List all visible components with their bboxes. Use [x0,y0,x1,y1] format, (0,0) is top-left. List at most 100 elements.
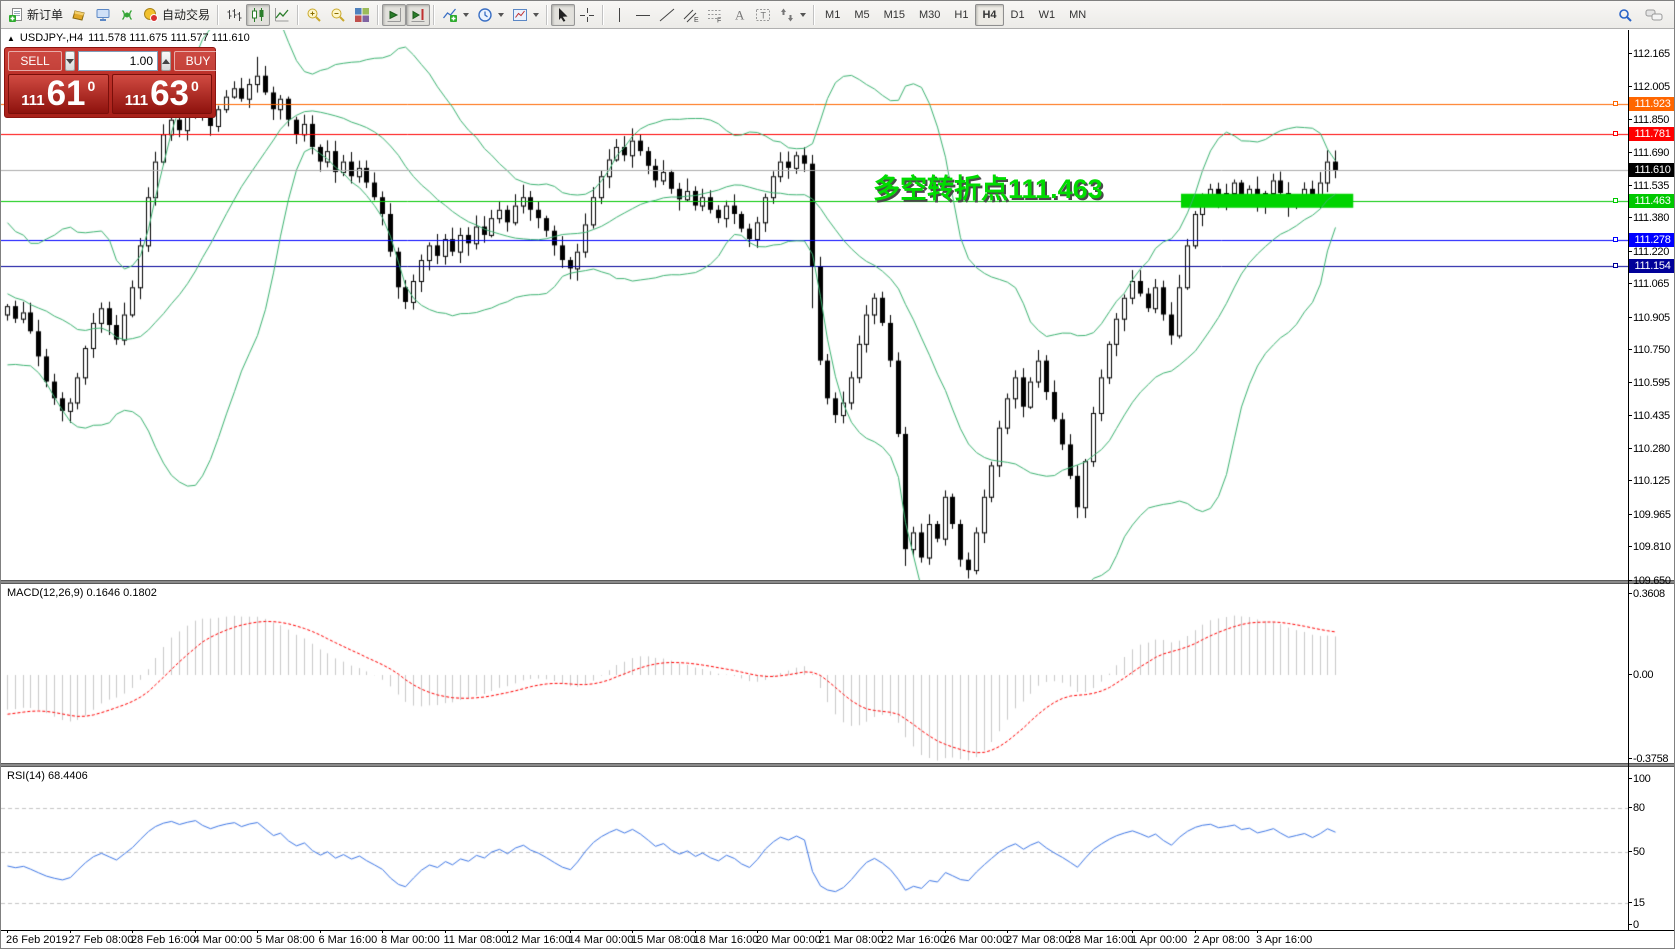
arrows-icon [779,7,795,23]
label-icon: T [755,7,771,23]
trendline-button[interactable] [655,4,679,26]
price-tick-label: 110.125 [1628,475,1674,487]
toolbar-separator [377,4,380,25]
autotrade-button[interactable]: 自动交易 [139,4,214,26]
buy-button[interactable]: BUY [174,51,222,71]
trendline-icon [659,7,675,23]
timeframe-m5-button[interactable]: M5 [854,8,870,21]
tile-windows-button[interactable] [350,4,374,26]
search-icon[interactable] [1617,7,1633,23]
chat-icon[interactable] [1645,7,1663,23]
cursor-button[interactable] [551,3,576,26]
line-anchor-handle[interactable] [1613,131,1618,137]
chevron-down-icon [533,12,540,17]
time-axis-tick [694,930,696,933]
chevron-down-icon [463,12,470,17]
collapse-arrow-icon[interactable]: ▲ [7,33,15,43]
timeframe-m1-button[interactable]: M1 [825,8,841,21]
autotrade-icon [143,7,159,23]
text-button[interactable]: A [727,4,751,26]
timeframe-m30-button[interactable]: M30 [919,8,941,21]
time-axis [1,930,1674,948]
templates-button[interactable] [508,4,543,26]
price-tick-label: 111.065 [1628,278,1674,290]
time-axis-label: 6 Mar 16:00 [318,934,378,946]
time-axis-tick [1257,930,1258,933]
buy-price-point: 0 [191,78,199,94]
auto-scroll-button[interactable] [382,3,407,26]
new-order-button[interactable]: 新订单 [4,4,67,26]
arrows-button[interactable] [775,4,810,26]
time-axis-label: 3 Apr 16:00 [1256,934,1313,946]
pane-divider[interactable] [1,763,1674,767]
tile-icon [354,7,370,23]
svg-text:T: T [761,10,767,20]
sell-button[interactable]: SELL [8,51,62,71]
volume-input[interactable] [78,51,158,71]
indicators-button[interactable] [438,4,473,26]
ohlc-values: 111.578 111.675 111.577 111.610 [88,32,250,44]
macd-tick-label: 0.00 [1628,669,1674,681]
terminal-button[interactable] [91,4,115,26]
main-chart-canvas[interactable] [1,30,1628,581]
time-axis-label: 28 Feb 16:00 [131,934,196,946]
horizontal-line-button[interactable] [631,4,655,26]
periods-button[interactable] [473,4,508,26]
macd-tick-label: -0.3758 [1628,753,1674,765]
fibo-icon: F [707,7,723,23]
chart-shift-button[interactable] [406,3,431,26]
time-axis-label: 22 Mar 16:00 [881,934,946,946]
svg-text:E: E [694,17,699,23]
one-click-trading-panel: SELL BUY 111 61 0 111 63 0 [4,47,222,118]
buy-price-bigfigure: 111 [124,92,149,109]
chart-shift-icon [410,7,426,23]
crosshair-button[interactable] [575,4,599,26]
price-tick-label: 111.535 [1628,180,1674,192]
line-chart-button[interactable] [270,4,294,26]
zoom-in-button[interactable] [302,4,326,26]
sell-price-box[interactable]: 111 61 0 [8,74,109,114]
price-tick-label: 110.435 [1628,410,1674,422]
time-axis-label: 18 Mar 16:00 [693,934,759,946]
line-anchor-handle[interactable] [1613,197,1618,203]
rsi-pane-canvas[interactable] [1,767,1628,930]
macd-pane-canvas[interactable] [1,584,1628,764]
chart-ohlc-header: ▲ USDJPY-,H4 111.578 111.675 111.577 111… [7,32,250,44]
time-axis-label: 14 Mar 00:00 [568,934,634,946]
fibonacci-button[interactable]: F [703,4,727,26]
price-tick-label: 109.810 [1628,541,1674,553]
pane-divider[interactable] [1,580,1674,584]
zoom-out-button[interactable] [326,4,350,26]
indicators-icon [442,7,458,23]
vertical-line-button[interactable] [607,4,631,26]
toolbar-separator [546,4,549,25]
spin-down-icon [66,58,74,64]
volume-decrease-button[interactable] [65,51,75,71]
time-axis-label: 27 Feb 08:00 [68,934,134,946]
timeframe-m15-button[interactable]: M15 [883,8,905,21]
timeframe-d1-button[interactable]: D1 [1010,8,1025,21]
price-tick-label: 109.965 [1628,509,1674,521]
channel-button[interactable]: E [679,4,703,26]
timeframe-h1-button[interactable]: H1 [954,8,969,21]
line-anchor-handle[interactable] [1613,262,1618,268]
timeframe-mn-button[interactable]: MN [1069,8,1087,21]
time-axis-label: 26 Feb 2019 [6,934,68,946]
signals-button[interactable] [115,4,139,26]
line-anchor-handle[interactable] [1613,101,1618,107]
timeframe-h4-button[interactable]: H4 [975,3,1004,26]
candlestick-button[interactable] [246,3,271,26]
line-anchor-handle[interactable] [1613,236,1618,242]
price-tick-label: 111.850 [1628,114,1674,126]
price-tick-label: 110.280 [1628,443,1674,455]
label-button[interactable]: T [751,4,775,26]
timeframe-w1-button[interactable]: W1 [1038,8,1056,21]
volume-increase-button[interactable] [161,51,171,71]
buy-price-box[interactable]: 111 63 0 [111,74,212,114]
bar-chart-button[interactable] [222,4,246,26]
chevron-down-icon [800,12,807,17]
price-tick-label: 109.650 [1628,575,1674,587]
clock-icon [477,7,493,23]
bars-icon [226,7,242,23]
styles-button[interactable] [67,4,91,26]
